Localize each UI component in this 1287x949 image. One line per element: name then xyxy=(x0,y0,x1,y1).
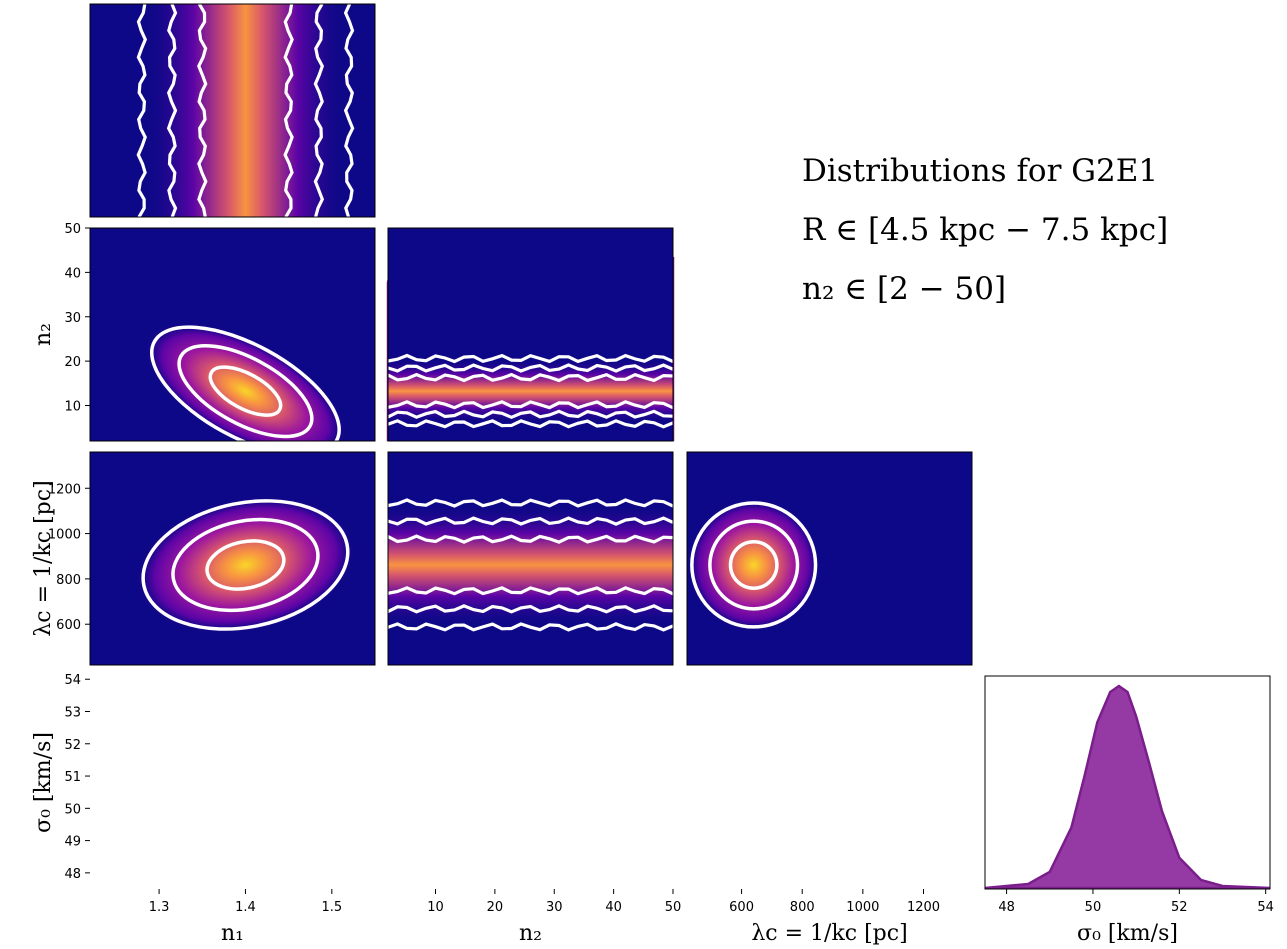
contour-line xyxy=(171,517,320,613)
x-tick-label: 1.4 xyxy=(235,900,256,915)
x-tick-label: 50 xyxy=(1085,900,1102,915)
joint-panel-n1-n2 xyxy=(90,4,375,217)
contour-line xyxy=(197,4,208,217)
x-tick-label: 20 xyxy=(487,900,504,915)
contour-line xyxy=(728,539,779,590)
y-tick-label: 1000 xyxy=(48,528,81,543)
y-axis-label: σ₀ [km/s] xyxy=(31,732,56,833)
x-axis-label: n₁ xyxy=(221,921,244,946)
contour-line xyxy=(388,586,673,596)
contour-line xyxy=(388,363,673,373)
x-tick-label: 1200 xyxy=(907,900,940,915)
y-tick-label: 48 xyxy=(64,867,81,882)
joint-frame xyxy=(89,451,376,666)
y-tick-label: 40 xyxy=(64,266,81,281)
annotation-radius-range: R ∈ [4.5 kpc − 7.5 kpc] xyxy=(802,212,1169,248)
y-tick-label: 800 xyxy=(56,573,81,588)
y-tick-label: 50 xyxy=(64,222,81,237)
x-tick-label: 800 xyxy=(790,900,815,915)
y-tick-label: 52 xyxy=(64,738,81,753)
x-axis-label: n₂ xyxy=(519,921,542,946)
contour-line xyxy=(388,498,673,508)
joint-panel-lambda_c-sigma0 xyxy=(687,452,972,665)
contour-line xyxy=(388,516,673,526)
contour-line xyxy=(388,353,673,364)
contour-line xyxy=(388,419,673,429)
joint-panel-n2-sigma0 xyxy=(388,452,673,665)
contour-line xyxy=(388,534,673,544)
annotation-title: Distributions for G2E1 xyxy=(802,153,1159,189)
x-tick-label: 54 xyxy=(1257,900,1274,915)
annotation-n2-range: n₂ ∈ [2 − 50] xyxy=(802,271,1007,307)
y-tick-label: 20 xyxy=(64,355,81,370)
contour-line xyxy=(343,4,355,217)
y-tick-label: 1200 xyxy=(48,482,81,497)
y-tick-label: 50 xyxy=(64,802,81,817)
joint-panel-n2-lambda_c xyxy=(388,228,673,441)
marginal-hist-sigma0 xyxy=(984,684,1271,890)
joint-frame xyxy=(89,227,376,442)
y-tick-label: 51 xyxy=(64,770,81,785)
contour-line xyxy=(136,4,148,217)
joint-panel-n1-sigma0 xyxy=(90,452,375,665)
contour-line xyxy=(388,409,673,420)
x-tick-label: 52 xyxy=(1171,900,1188,915)
joint-frame xyxy=(387,227,674,442)
density-blob xyxy=(687,497,821,633)
x-tick-label: 30 xyxy=(546,900,563,915)
x-tick-label: 600 xyxy=(729,900,754,915)
joint-frame xyxy=(89,3,376,218)
joint-panel-n1-lambda_c xyxy=(90,228,375,441)
contour-line xyxy=(141,499,350,631)
y-tick-label: 10 xyxy=(64,400,81,415)
y-tick-label: 54 xyxy=(64,673,81,688)
contour-line xyxy=(208,365,283,417)
x-tick-label: 50 xyxy=(665,900,682,915)
contour-line xyxy=(283,4,294,217)
x-tick-label: 1.5 xyxy=(321,900,342,915)
contour-line xyxy=(690,501,818,629)
y-tick-label: 600 xyxy=(56,618,81,633)
x-tick-label: 40 xyxy=(605,900,622,915)
x-tick-label: 48 xyxy=(998,900,1015,915)
x-axis-label: λc = 1/kc [pc] xyxy=(751,921,907,946)
x-tick-label: 10 xyxy=(427,900,444,915)
contour-line xyxy=(388,622,673,632)
contour-line xyxy=(313,4,325,217)
contour-line xyxy=(177,344,314,439)
y-tick-label: 30 xyxy=(64,311,81,326)
annotation-block: Distributions for G2E1 R ∈ [4.5 kpc − 7.… xyxy=(802,142,1168,319)
contour-line xyxy=(708,519,800,611)
density-blob xyxy=(143,321,347,441)
contour-line xyxy=(205,539,286,591)
contour-line xyxy=(388,400,673,410)
x-tick-label: 1.3 xyxy=(149,900,170,915)
x-axis-label: σ₀ [km/s] xyxy=(1077,921,1178,946)
contour-line xyxy=(388,604,673,614)
y-axis-label: n₂ xyxy=(31,323,56,346)
contour-line xyxy=(166,4,178,217)
contour-line xyxy=(388,372,673,383)
y-tick-label: 53 xyxy=(64,706,81,721)
y-tick-label: 49 xyxy=(64,835,81,850)
x-tick-label: 1000 xyxy=(846,900,879,915)
joint-frame xyxy=(686,451,973,666)
marginal-frame-sigma0 xyxy=(984,675,1271,890)
joint-frame xyxy=(387,451,674,666)
y-axis-label: λc = 1/kc [pc] xyxy=(31,480,56,636)
